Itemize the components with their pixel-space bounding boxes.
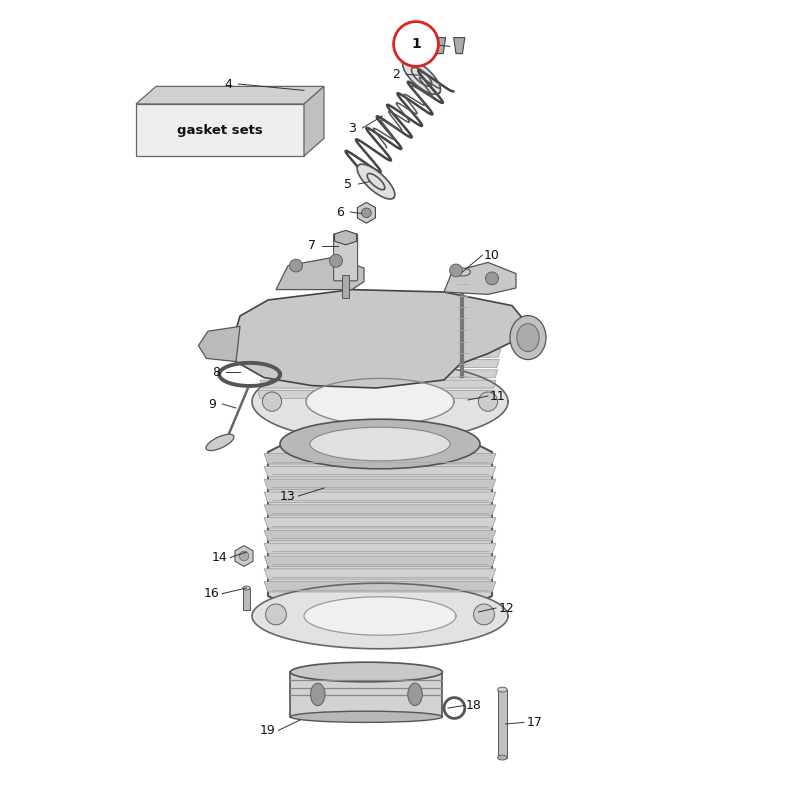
Polygon shape [304, 86, 324, 156]
Polygon shape [434, 38, 446, 54]
Text: 19: 19 [260, 724, 276, 737]
FancyBboxPatch shape [334, 234, 358, 281]
Polygon shape [276, 258, 364, 290]
Circle shape [330, 254, 342, 267]
Polygon shape [304, 597, 456, 635]
Ellipse shape [280, 419, 480, 469]
Ellipse shape [290, 662, 442, 682]
Ellipse shape [243, 586, 250, 590]
Circle shape [394, 22, 438, 66]
Text: 2: 2 [392, 68, 400, 81]
Polygon shape [444, 262, 516, 294]
Text: 10: 10 [484, 249, 500, 262]
Circle shape [262, 392, 282, 411]
Ellipse shape [408, 683, 422, 706]
Polygon shape [252, 362, 508, 442]
Polygon shape [262, 370, 498, 378]
Ellipse shape [498, 755, 507, 760]
Text: 12: 12 [498, 602, 514, 614]
Text: 6: 6 [336, 206, 344, 218]
Polygon shape [268, 440, 492, 608]
Polygon shape [264, 492, 496, 502]
Ellipse shape [454, 268, 470, 276]
Text: 18: 18 [466, 699, 482, 712]
Text: 9: 9 [208, 398, 216, 410]
Polygon shape [272, 329, 504, 337]
Ellipse shape [517, 323, 539, 352]
Ellipse shape [510, 315, 546, 360]
Text: 17: 17 [526, 716, 542, 729]
Bar [498, 690, 507, 758]
Circle shape [290, 259, 302, 272]
Polygon shape [402, 59, 441, 94]
Polygon shape [264, 505, 496, 515]
Bar [243, 588, 250, 610]
Bar [342, 275, 349, 298]
Text: 8: 8 [212, 366, 220, 378]
Polygon shape [235, 546, 253, 566]
Text: 16: 16 [204, 587, 220, 600]
Polygon shape [264, 530, 496, 541]
Ellipse shape [310, 427, 450, 461]
Text: gasket sets: gasket sets [177, 123, 263, 137]
Polygon shape [198, 326, 240, 362]
Polygon shape [230, 290, 524, 388]
Text: 11: 11 [490, 390, 506, 402]
Polygon shape [277, 308, 507, 316]
Polygon shape [136, 104, 304, 156]
Text: 4: 4 [224, 78, 232, 90]
Polygon shape [454, 38, 465, 54]
Polygon shape [258, 390, 494, 398]
Circle shape [362, 208, 371, 218]
Bar [290, 672, 442, 717]
Ellipse shape [310, 683, 325, 706]
Polygon shape [264, 569, 496, 579]
Polygon shape [264, 543, 496, 554]
Polygon shape [264, 466, 496, 477]
Polygon shape [264, 454, 496, 464]
Polygon shape [358, 202, 375, 223]
Text: 5: 5 [344, 178, 352, 190]
Polygon shape [357, 164, 395, 199]
Polygon shape [252, 583, 508, 649]
Polygon shape [334, 230, 357, 245]
Text: 3: 3 [348, 122, 356, 134]
Polygon shape [260, 380, 496, 388]
Ellipse shape [498, 687, 507, 692]
Circle shape [478, 392, 498, 411]
Polygon shape [264, 582, 496, 592]
Circle shape [239, 551, 249, 561]
Polygon shape [136, 86, 324, 104]
Polygon shape [265, 359, 499, 367]
Polygon shape [306, 378, 454, 425]
Polygon shape [264, 556, 496, 566]
Polygon shape [274, 318, 506, 326]
Text: 7: 7 [308, 239, 316, 252]
Polygon shape [264, 518, 496, 528]
Circle shape [450, 264, 462, 277]
Text: 1: 1 [411, 37, 421, 51]
Text: 14: 14 [212, 551, 228, 564]
Polygon shape [270, 339, 502, 347]
Text: 13: 13 [280, 490, 296, 502]
Circle shape [266, 604, 286, 625]
Polygon shape [264, 479, 496, 490]
Polygon shape [267, 349, 501, 357]
Ellipse shape [290, 711, 442, 722]
Ellipse shape [206, 434, 234, 450]
Circle shape [486, 272, 498, 285]
Circle shape [474, 604, 494, 625]
